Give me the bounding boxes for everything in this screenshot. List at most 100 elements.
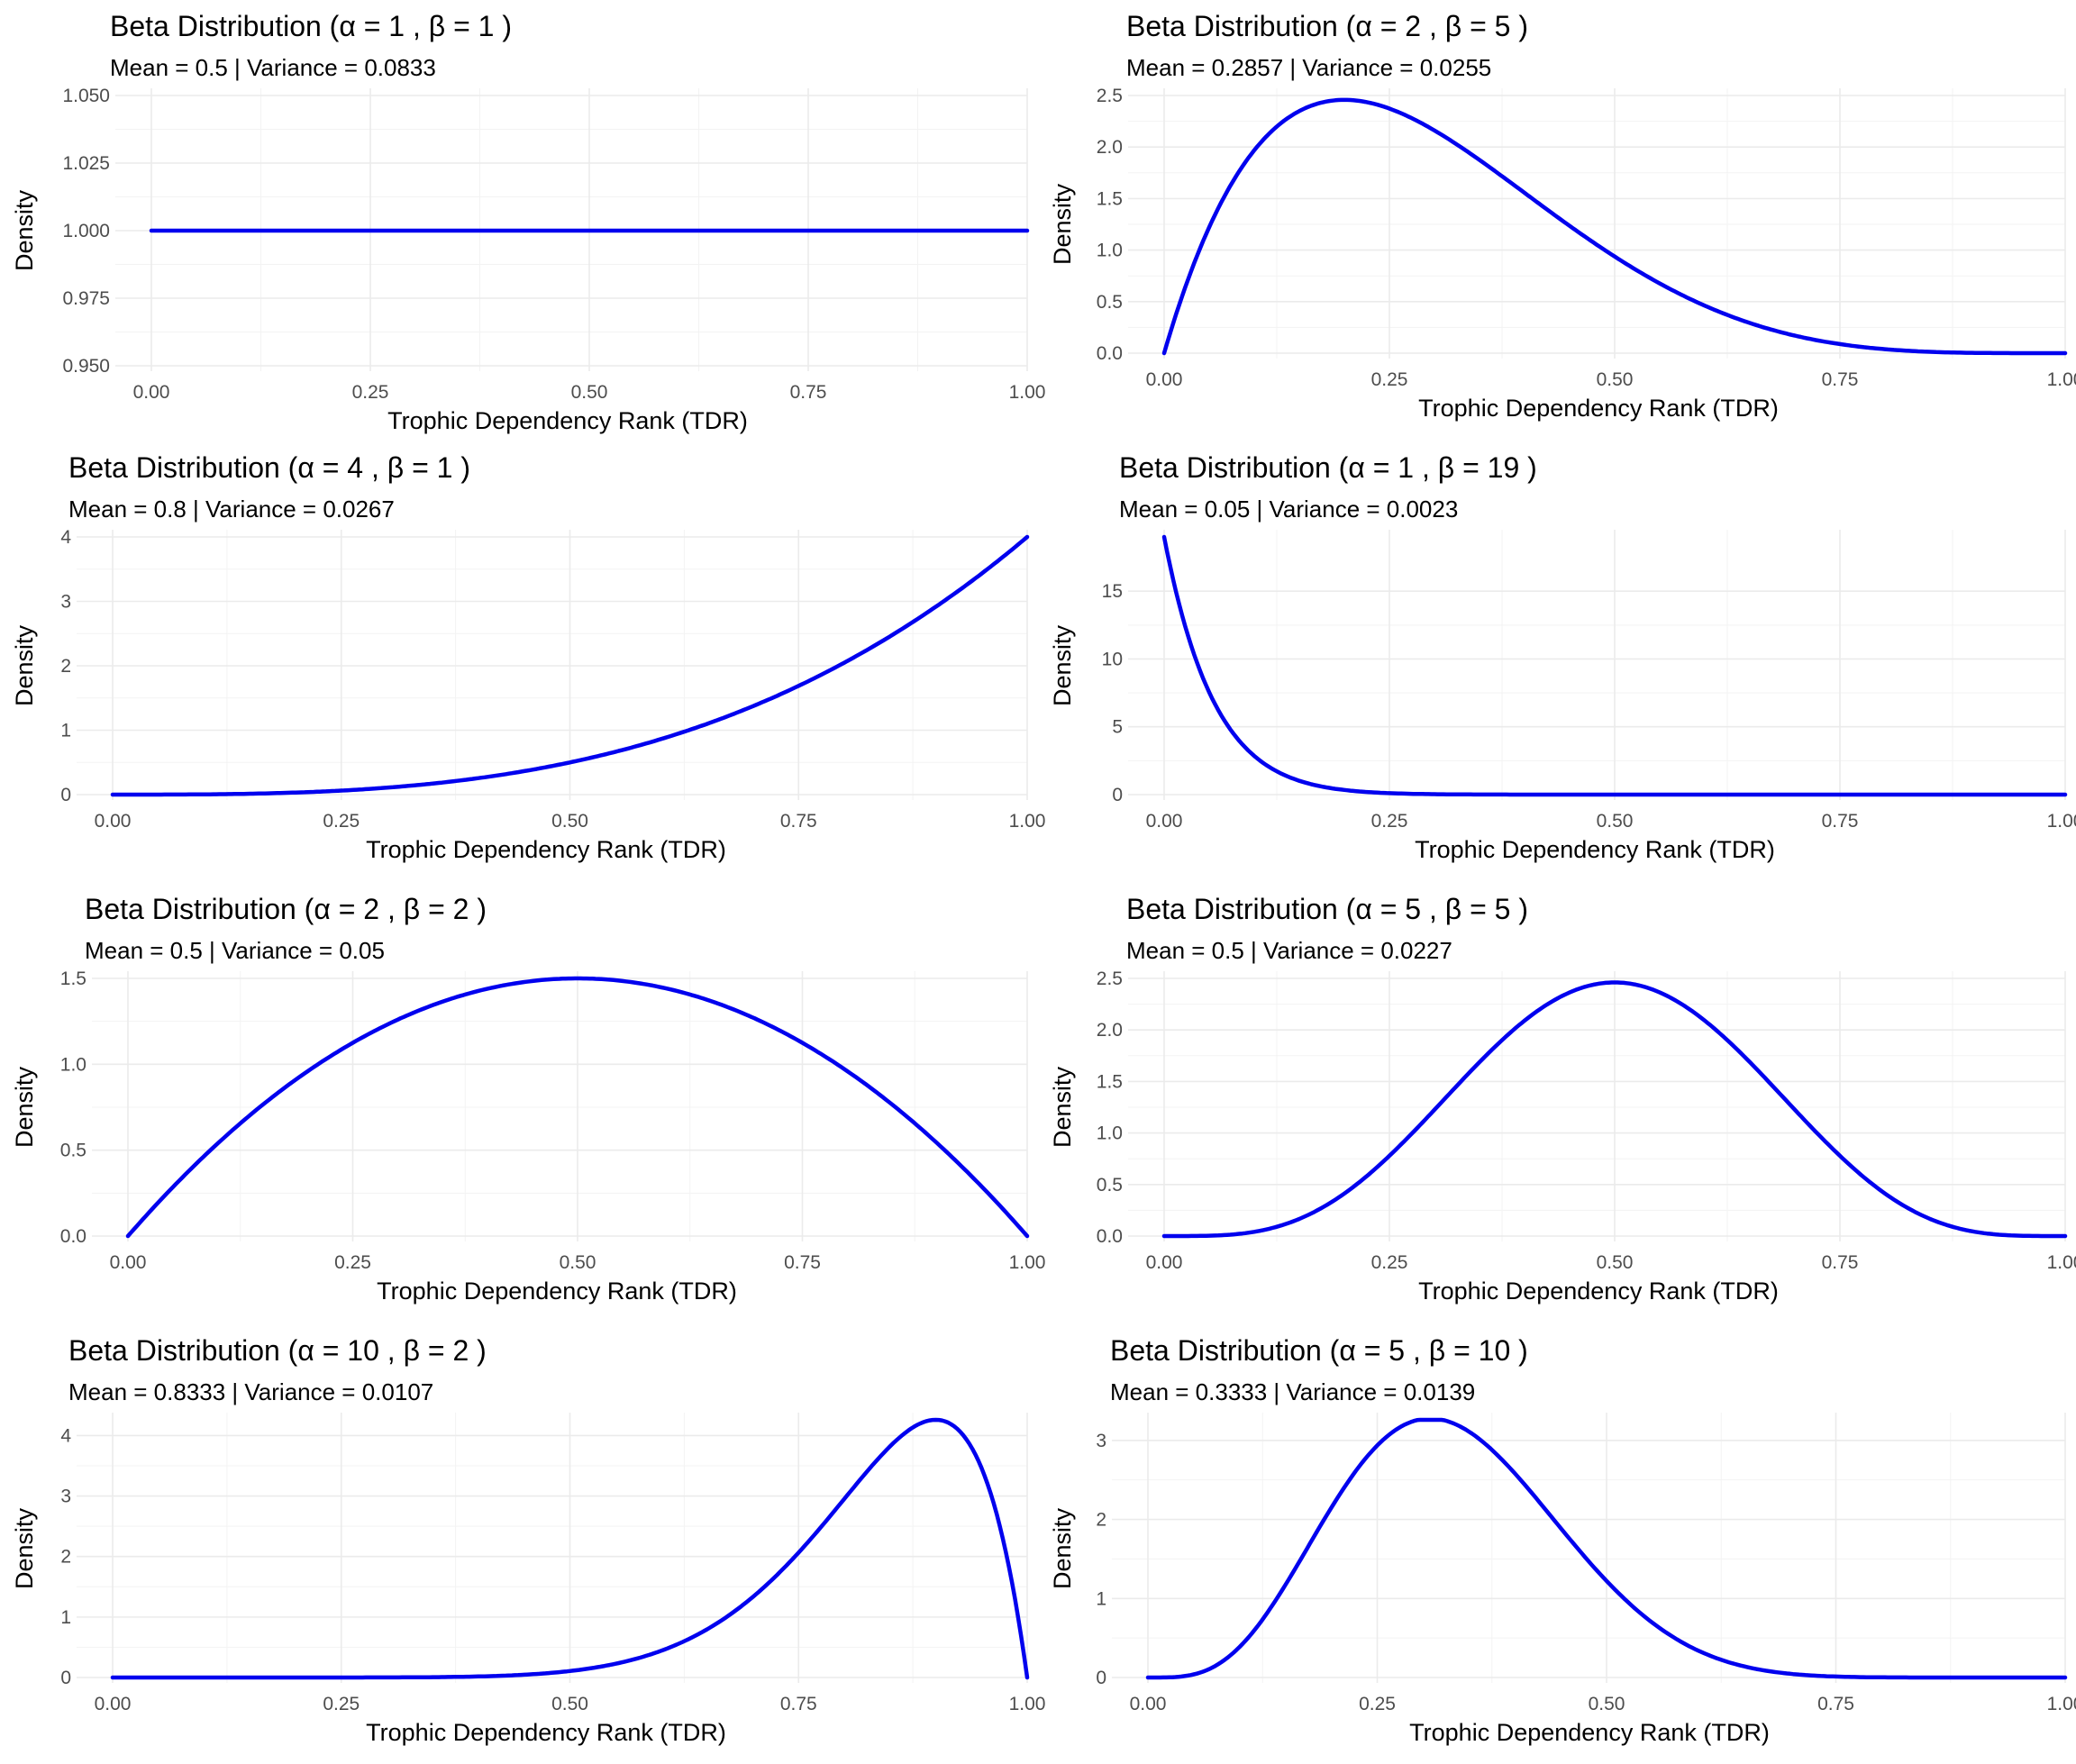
- x-tick-label: 0.50: [571, 382, 608, 403]
- y-tick-label: 0: [60, 785, 71, 805]
- x-tick-label: 0.25: [323, 811, 360, 832]
- x-tick-label: 1.00: [2047, 811, 2076, 832]
- chart-panel-1: 0.00 0.25 0.50 0.75 1.00 0.950 0.975 1.000 1.025…: [0, 0, 1045, 441]
- y-tick-label: 1.050: [62, 86, 110, 106]
- y-axis-title: Density: [1049, 624, 1076, 706]
- x-tick-label: 1.00: [1009, 1252, 1046, 1273]
- chart-svg: 0.00 0.25 0.50 0.75 1.00 0.950 0.975 1.000 1.025…: [11, 10, 1045, 434]
- y-tick-label: 3: [60, 592, 71, 613]
- x-axis-title: Trophic Dependency Rank (TDR): [1418, 395, 1779, 422]
- chart-panel-4: 0.00 0.25 0.50 0.75 1.00 0 5 10 15 Beta Distribut…: [1038, 441, 2076, 883]
- y-tick-label: 0.0: [1097, 1226, 1123, 1247]
- chart-svg: 0.00 0.25 0.50 0.75 1.00 0.0 0.5 1.0 1.5 2.0 2.5 Be…: [1049, 893, 2076, 1305]
- y-tick-label: 1.000: [62, 221, 110, 241]
- chart-svg: 0.00 0.25 0.50 0.75 1.00 0.0 0.5 1.0 1.5 2.0 2.5 Be…: [1049, 10, 2076, 422]
- chart-title: Beta Distribution (α = 4 , β = 1 ): [68, 451, 470, 484]
- x-tick-label: 0.00: [133, 382, 170, 403]
- y-tick-label: 1.0: [1097, 241, 1123, 261]
- x-tick-label: 1.00: [2047, 1252, 2076, 1273]
- x-tick-label: 0.25: [323, 1694, 360, 1714]
- y-tick-label: 4: [60, 527, 71, 548]
- x-tick-label: 0.00: [1146, 811, 1183, 832]
- y-tick-label: 1.5: [1097, 188, 1123, 209]
- chart-title: Beta Distribution (α = 1 , β = 19 ): [1119, 451, 1537, 484]
- density-curve: [110, 1417, 1030, 1680]
- y-tick-label: 3: [60, 1487, 71, 1507]
- x-tick-label: 1.00: [1009, 811, 1046, 832]
- y-tick-label: 0.5: [60, 1141, 86, 1161]
- chart-subtitle: Mean = 0.8 | Variance = 0.0267: [68, 496, 395, 523]
- y-tick-label: 5: [1112, 717, 1123, 738]
- y-tick-label: 0.0: [1097, 343, 1123, 364]
- chart-svg: 0.00 0.25 0.50 0.75 1.00 0 5 10 15 Beta Distribut…: [1049, 451, 2076, 863]
- y-tick-label: 0.950: [62, 356, 110, 377]
- x-tick-label: 0.75: [1822, 369, 1859, 390]
- y-tick-label: 1: [1096, 1588, 1106, 1609]
- x-axis-title: Trophic Dependency Rank (TDR): [377, 1278, 737, 1305]
- y-tick-label: 4: [60, 1425, 71, 1446]
- x-tick-label: 0.75: [780, 811, 817, 832]
- y-tick-label: 0.5: [1097, 1175, 1123, 1196]
- chart-subtitle: Mean = 0.5 | Variance = 0.0227: [1126, 937, 1452, 964]
- chart-panel-6: 0.00 0.25 0.50 0.75 1.00 0.0 0.5 1.0 1.5 2.0 2.5 Be…: [1038, 883, 2076, 1324]
- y-tick-label: 2: [1096, 1510, 1106, 1531]
- x-tick-label: 0.50: [551, 1694, 588, 1714]
- x-tick-label: 0.00: [1146, 369, 1183, 390]
- chart-panel-2: 0.00 0.25 0.50 0.75 1.00 0.0 0.5 1.0 1.5 2.0 2.5 Be…: [1038, 0, 2076, 441]
- density-curve: [1161, 534, 2068, 797]
- x-tick-label: 0.25: [334, 1252, 371, 1273]
- y-tick-label: 2.5: [1097, 86, 1123, 106]
- chart-svg: 0.00 0.25 0.50 0.75 1.00 0.0 0.5 1.0 1.5 Beta Dis…: [11, 893, 1045, 1305]
- chart-svg: 0.00 0.25 0.50 0.75 1.00 0 1 2 3 4 Beta Distributi…: [11, 451, 1045, 863]
- y-axis-title: Density: [1049, 1507, 1076, 1589]
- x-tick-label: 0.50: [560, 1252, 596, 1273]
- x-tick-label: 0.25: [1371, 1252, 1408, 1273]
- chart-subtitle: Mean = 0.5 | Variance = 0.0833: [110, 54, 436, 81]
- density-curve: [125, 976, 1030, 1239]
- y-tick-label: 1: [60, 1607, 71, 1628]
- x-axis-title: Trophic Dependency Rank (TDR): [1415, 836, 1775, 863]
- chart-panel-7: 0.00 0.25 0.50 0.75 1.00 0 1 2 3 4 Beta Distributi…: [0, 1324, 1045, 1764]
- y-axis-title: Density: [11, 624, 38, 706]
- chart-title: Beta Distribution (α = 5 , β = 5 ): [1126, 893, 1528, 925]
- y-axis-title: Density: [11, 189, 38, 271]
- y-tick-label: 0: [60, 1668, 71, 1688]
- chart-subtitle: Mean = 0.3333 | Variance = 0.0139: [1110, 1378, 1475, 1405]
- x-axis-title: Trophic Dependency Rank (TDR): [366, 1719, 726, 1746]
- y-axis-title: Density: [11, 1066, 38, 1148]
- y-tick-label: 2.0: [1097, 1020, 1123, 1041]
- x-tick-label: 0.25: [1359, 1694, 1396, 1714]
- chart-panel-5: 0.00 0.25 0.50 0.75 1.00 0.0 0.5 1.0 1.5 Beta Dis…: [0, 883, 1045, 1324]
- y-tick-label: 2.0: [1097, 137, 1123, 158]
- y-tick-label: 1: [60, 721, 71, 741]
- chart-svg: 0.00 0.25 0.50 0.75 1.00 0 1 2 3 4 Beta Distributi…: [11, 1334, 1045, 1746]
- y-tick-label: 0: [1112, 785, 1123, 805]
- x-tick-label: 1.00: [2047, 1694, 2076, 1714]
- x-tick-label: 0.75: [1822, 811, 1859, 832]
- y-axis-title: Density: [1049, 183, 1076, 265]
- x-tick-label: 0.50: [1597, 369, 1634, 390]
- x-tick-label: 0.50: [551, 811, 588, 832]
- chart-title: Beta Distribution (α = 2 , β = 2 ): [85, 893, 487, 925]
- x-tick-label: 0.25: [1371, 811, 1408, 832]
- x-tick-label: 0.75: [784, 1252, 821, 1273]
- density-curve: [1161, 980, 2068, 1239]
- y-tick-label: 3: [1096, 1431, 1106, 1451]
- x-axis-title: Trophic Dependency Rank (TDR): [1418, 1278, 1779, 1305]
- y-tick-label: 1.025: [62, 153, 110, 174]
- x-axis-title: Trophic Dependency Rank (TDR): [366, 836, 726, 863]
- x-tick-label: 0.75: [790, 382, 827, 403]
- y-tick-label: 0: [1096, 1668, 1106, 1688]
- chart-svg: 0.00 0.25 0.50 0.75 1.00 0 1 2 3 Beta Distributio…: [1049, 1334, 2076, 1746]
- chart-subtitle: Mean = 0.2857 | Variance = 0.0255: [1126, 54, 1491, 81]
- x-tick-label: 1.00: [1009, 1694, 1046, 1714]
- x-tick-label: 0.50: [1589, 1694, 1625, 1714]
- x-tick-label: 0.75: [780, 1694, 817, 1714]
- y-tick-label: 1.5: [1097, 1071, 1123, 1092]
- x-tick-label: 0.00: [1130, 1694, 1167, 1714]
- x-tick-label: 0.00: [95, 811, 132, 832]
- x-tick-label: 0.50: [1597, 1252, 1634, 1273]
- x-tick-label: 0.75: [1822, 1252, 1859, 1273]
- x-tick-label: 0.00: [1146, 1252, 1183, 1273]
- x-tick-label: 0.00: [95, 1694, 132, 1714]
